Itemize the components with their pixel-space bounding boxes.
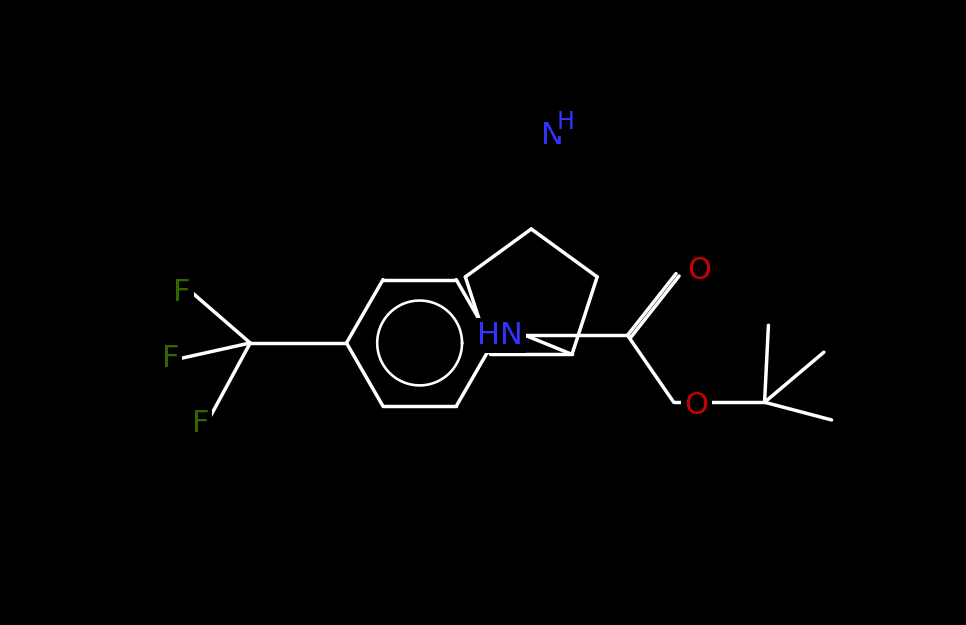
Text: F: F	[192, 409, 210, 438]
Text: H: H	[557, 110, 575, 134]
Text: N: N	[541, 121, 563, 149]
Text: HN: HN	[477, 321, 523, 350]
Text: F: F	[162, 344, 180, 373]
Text: O: O	[687, 256, 711, 285]
Text: O: O	[685, 391, 708, 420]
Text: F: F	[174, 278, 191, 308]
